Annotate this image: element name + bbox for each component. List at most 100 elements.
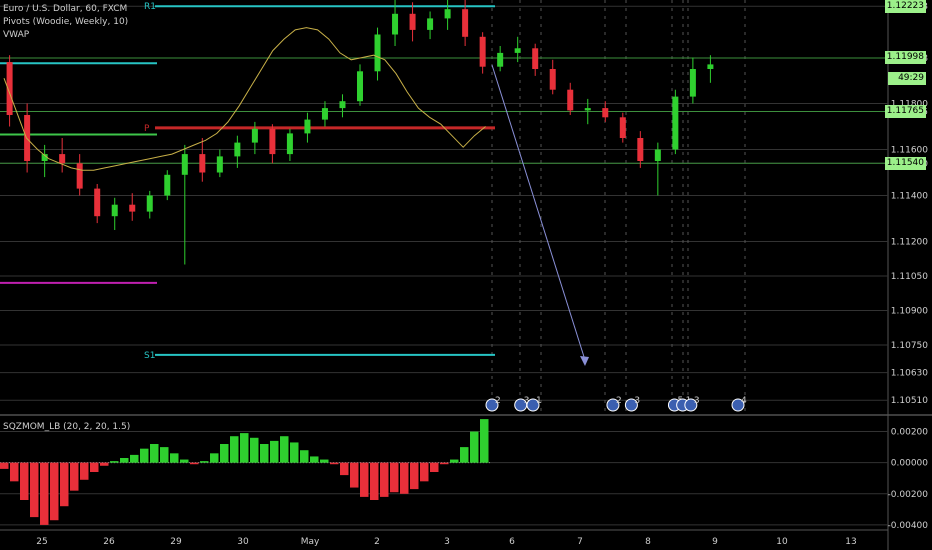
event-marker-count: 3 [694,396,700,406]
event-marker-icon [526,398,540,412]
x-tick-label: 8 [645,537,651,547]
event-marker-count: 4 [741,396,747,406]
pivots-legend[interactable]: Pivots (Woodie, Weekly, 10) [3,17,129,27]
candle [357,71,363,102]
candle [111,204,118,217]
osc-bar [60,462,69,507]
x-tick-label: 6 [509,537,515,547]
event-marker-count: 2 [616,396,622,406]
osc-bar [70,462,79,491]
price-label: 1.11998 [884,51,926,65]
candle [286,133,293,155]
event-marker-icon [606,398,620,412]
candle [497,52,504,67]
projection-arrow [491,64,586,361]
osc-bar [330,462,339,465]
y-tick-label: 1.11600 [891,146,928,156]
projection-arrowhead [580,356,589,366]
osc-bar [380,462,389,497]
osc-bar [220,444,229,463]
osc-bar [350,462,359,488]
candle [216,156,223,173]
candle [251,128,258,143]
x-tick-label: 7 [577,537,583,547]
x-tick-label: 3 [444,537,450,547]
candle [199,154,206,173]
osc-y-tick-label: -0.00400 [888,521,929,531]
y-tick-label: 1.11800 [891,100,928,110]
osc-bar [320,459,329,463]
osc-y-tick-label: -0.00200 [888,490,929,500]
osc-bar [420,462,429,482]
osc-bar [90,462,99,472]
osc-bar [30,462,39,518]
osc-bar [120,458,129,463]
candle [409,13,416,30]
x-tick-label: 2 [374,537,380,547]
candle [24,115,31,161]
symbol-legend[interactable]: Euro / U.S. Dollar, 60, FXCM [3,4,128,14]
candle [689,69,696,97]
osc-bar [110,461,119,463]
osc-bar [50,462,59,521]
candle [129,204,136,212]
vwap-legend[interactable]: VWAP [3,30,30,40]
candle [339,101,346,109]
event-marker-icon [731,398,745,412]
candle [549,69,556,90]
price-label: 1.11765 [884,105,926,119]
y-tick-label: 1.11400 [891,192,928,202]
osc-bar [450,459,459,463]
candle [672,96,679,150]
osc-bar [0,462,9,469]
osc-bar [130,454,139,463]
osc-bar [290,442,299,463]
candle [59,154,66,164]
y-tick-label: 1.11200 [891,238,928,248]
osc-bar [390,462,399,493]
osc-bar [370,462,379,500]
osc-bar [270,440,279,463]
event-marker-icon [624,398,638,412]
price-label: 1.11540 [884,156,926,170]
candle [602,108,609,118]
osc-bar [250,437,259,463]
candle [514,48,521,53]
candle [164,174,171,196]
pivot-label-p: P [144,124,150,134]
osc-bar [400,462,409,494]
osc-bar [100,462,109,466]
candle [654,149,661,161]
x-tick-label: 29 [170,537,182,547]
price-label: 49:29 [888,71,926,85]
osc-y-tick-label: 0.00000 [891,459,928,469]
osc-bar [480,419,489,463]
y-tick-label: 1.10630 [891,369,928,379]
candle [94,188,101,217]
osc-bar [20,462,29,500]
candle [234,142,241,157]
osc-bar [470,431,479,463]
osc-bar [80,462,89,480]
price-label: 1.12223 [884,0,926,13]
osc-bar [430,462,439,472]
vwap-line [3,27,486,171]
osc-bar [360,462,369,497]
candle [392,13,399,35]
indicator-legend[interactable]: SQZMOM_LB (20, 2, 20, 1.5) [3,422,131,432]
x-tick-label: May [301,537,320,547]
candle [41,154,48,161]
candle [479,36,486,67]
osc-bar [160,447,169,463]
event-marker-icon [485,398,499,412]
osc-bar [410,462,419,490]
osc-bar [310,456,319,463]
candle [304,119,311,134]
osc-bar [170,453,179,463]
osc-bar [180,459,189,463]
candle [619,117,626,138]
osc-bar [260,444,269,463]
osc-bar [200,461,209,463]
candle [6,62,13,115]
